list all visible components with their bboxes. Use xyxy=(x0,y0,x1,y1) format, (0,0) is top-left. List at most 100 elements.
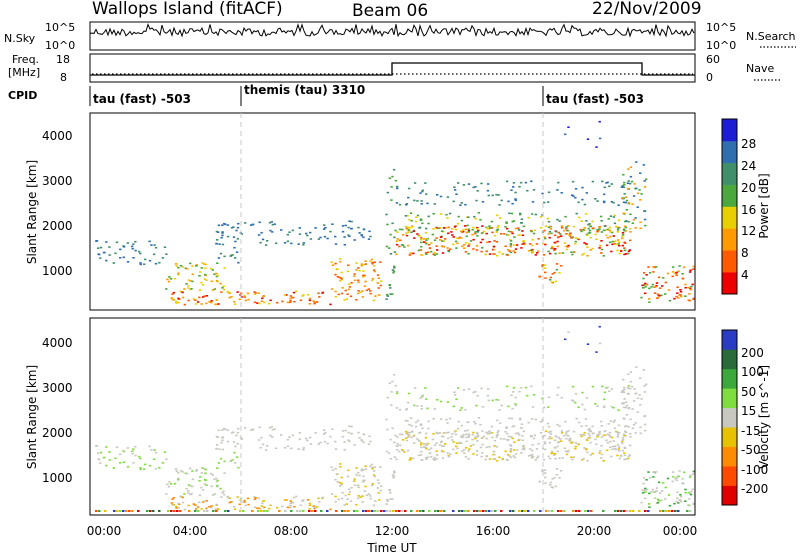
power-cell-840 xyxy=(554,248,557,250)
power-cell-1091 xyxy=(650,286,653,288)
power-cell-126 xyxy=(299,299,303,302)
vel-ground-146 xyxy=(146,510,149,512)
power-cell-1086 xyxy=(634,217,637,219)
vel-cell-670 xyxy=(598,431,601,434)
vel-ground-125 xyxy=(125,510,128,512)
power-cell-22 xyxy=(134,249,137,252)
vel-cell-230 xyxy=(280,434,283,436)
vel-ground-113 xyxy=(113,510,116,512)
vel-cell-330 xyxy=(373,470,376,472)
power-cell-808 xyxy=(509,251,513,254)
vel-cell-940 xyxy=(510,417,514,420)
vel-cell-567 xyxy=(509,449,512,451)
vel-cell-1155 xyxy=(676,491,679,493)
vel-cell-161 xyxy=(240,501,243,503)
vel-cell-839 xyxy=(549,433,553,435)
power-cell-560 xyxy=(565,233,568,235)
vel-cell-162 xyxy=(198,501,201,504)
power-cell-929 xyxy=(496,226,499,229)
power-cell-1089 xyxy=(625,209,629,211)
vel-cell-1066 xyxy=(642,369,645,371)
power-cell-799 xyxy=(616,229,620,231)
vel-cell-115 xyxy=(256,507,259,509)
power-cell-696 xyxy=(624,253,628,255)
power-cell-756 xyxy=(544,237,547,240)
power-cell-1025 xyxy=(553,271,556,274)
power-cell-42 xyxy=(132,257,135,259)
vel-cell-1016 xyxy=(543,472,547,474)
vel-cell-731 xyxy=(407,431,410,434)
freq-trace xyxy=(90,62,695,76)
vel-cell-56 xyxy=(222,490,225,493)
power-cell-1158 xyxy=(675,295,678,298)
power-cell-912 xyxy=(445,213,448,216)
vel-cell-412 xyxy=(386,500,389,502)
vel-cell-390 xyxy=(394,434,397,437)
vel-cell-1054 xyxy=(625,425,628,427)
vel-cell-521 xyxy=(601,385,604,388)
vel-cell-747 xyxy=(461,450,464,453)
vel-cell-382 xyxy=(339,463,342,465)
power-cell-94 xyxy=(177,272,180,275)
power-cell-266 xyxy=(297,243,300,245)
power-cell-363 xyxy=(355,269,358,271)
vel-cell-616 xyxy=(431,438,434,441)
power-cell-401 xyxy=(388,247,391,249)
vel-cell-900 xyxy=(531,455,535,458)
vel-cell-116 xyxy=(228,497,231,499)
vel-cell-688 xyxy=(462,435,465,438)
power-cell-1098 xyxy=(672,271,675,273)
power-cell-34 xyxy=(139,252,142,255)
vel-cell-531 xyxy=(442,445,446,447)
power-cell-654 xyxy=(528,243,532,245)
vel-ground-173 xyxy=(173,510,176,512)
power-cell-833 xyxy=(618,244,621,247)
vel-ground-383 xyxy=(383,510,386,512)
vel-cell-873 xyxy=(521,439,525,442)
power-cell-406 xyxy=(389,253,393,255)
vel-cell-742 xyxy=(586,459,589,462)
power-cell-227 xyxy=(329,230,332,233)
power-cell-522 xyxy=(583,203,587,206)
vel-cell-1134 xyxy=(684,488,687,491)
power-cell-203 xyxy=(233,246,236,249)
vel-cell-739 xyxy=(616,454,619,457)
power-cell-446 xyxy=(425,193,428,195)
power-cell-1124 xyxy=(688,293,691,295)
power-cell-1062 xyxy=(629,166,633,168)
vel-cell-894 xyxy=(436,454,439,456)
vel-cell-1009 xyxy=(474,422,477,425)
power-cell-263 xyxy=(271,223,274,226)
vel-cell-551 xyxy=(435,442,438,444)
vel-cell-941 xyxy=(511,425,514,428)
vel-cell-854 xyxy=(503,438,506,440)
vel-ground-377 xyxy=(377,510,380,512)
vel-cell-908 xyxy=(457,420,460,423)
power-cell-902 xyxy=(547,220,551,223)
power-cell-260 xyxy=(215,242,218,245)
power-cell-600 xyxy=(425,253,428,255)
power-cell-529 xyxy=(581,254,584,256)
power-cell-1052 xyxy=(643,180,646,182)
power-cell-159 xyxy=(246,292,250,295)
vel-cell-882 xyxy=(560,430,564,432)
power-cell-988 xyxy=(627,220,630,223)
power-cell-472 xyxy=(596,200,599,202)
vel-ground-563 xyxy=(563,510,566,512)
vel-cell-986 xyxy=(486,432,489,434)
power-cell-149 xyxy=(175,302,178,304)
vel-ground-131 xyxy=(131,510,134,512)
power-cell-399 xyxy=(390,186,393,188)
vel-cell-974 xyxy=(416,419,420,422)
vel-cell-1080 xyxy=(620,391,624,393)
power-cell-973 xyxy=(566,229,569,232)
power-cell-516 xyxy=(420,203,423,205)
vel-cell-948 xyxy=(496,433,499,436)
vel-cell-16 xyxy=(148,464,152,467)
power-cell-289 xyxy=(306,234,309,237)
vel-ground-188 xyxy=(188,510,191,512)
vel-cell-363 xyxy=(355,474,358,476)
power-cell-58 xyxy=(166,278,169,281)
power-cell-859 xyxy=(398,245,401,248)
vel-ground-128 xyxy=(128,510,131,512)
